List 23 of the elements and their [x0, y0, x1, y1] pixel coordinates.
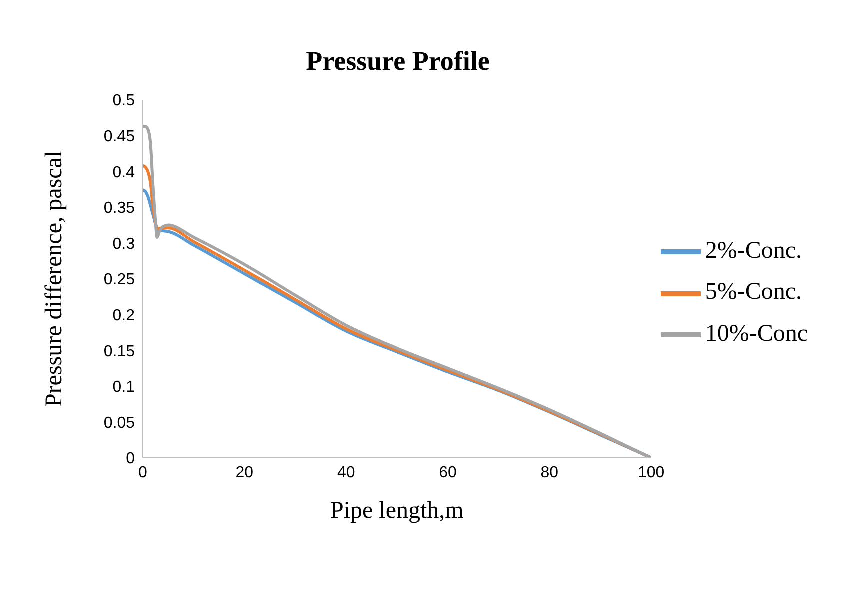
- y-tick-label: 0.05: [104, 414, 136, 432]
- x-tick-label: 60: [439, 464, 458, 482]
- y-tick-label: 0.15: [104, 343, 136, 360]
- y-axis-title: Pressure difference, pascal: [42, 150, 68, 408]
- x-tick-label: 80: [540, 464, 559, 482]
- y-tick-label: 0.45: [104, 128, 136, 146]
- x-tick-label: 20: [236, 464, 254, 482]
- x-tick-label: 40: [337, 464, 356, 482]
- y-tick-label: 0.5: [112, 92, 136, 110]
- legend-label: 2%-Conc.: [705, 238, 802, 264]
- y-tick-label: 0.2: [112, 307, 136, 324]
- chart-title: Pressure Profile: [305, 46, 491, 77]
- y-tick-label: 0.4: [112, 164, 136, 182]
- y-tick-label: 0.35: [104, 200, 136, 218]
- x-tick-label: 100: [638, 464, 665, 482]
- y-tick-label: 0: [126, 450, 136, 468]
- y-tick-label: 0.25: [104, 272, 136, 289]
- x-tick-label: 0: [138, 464, 148, 482]
- y-tick-label: 0.1: [112, 379, 136, 396]
- x-axis-title: Pipe length,m: [330, 498, 464, 524]
- y-tick-label: 0.3: [112, 236, 136, 253]
- legend-label: 5%-Conc.: [705, 279, 802, 306]
- legend-label: 10%-Conc: [705, 320, 808, 347]
